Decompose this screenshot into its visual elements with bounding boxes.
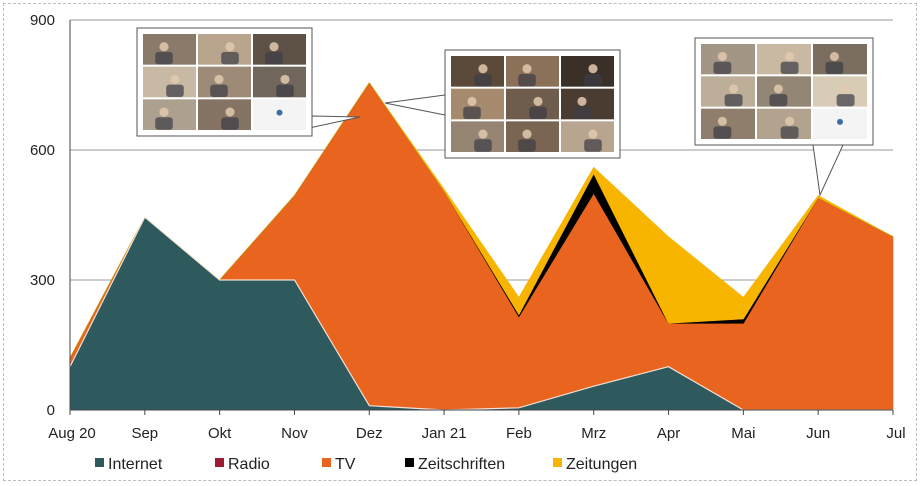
person-body-icon — [769, 94, 788, 107]
legend-item-radio: Radio — [215, 456, 270, 473]
legend-label: TV — [335, 456, 356, 473]
person-body-icon — [276, 84, 294, 98]
callout-pointer — [812, 144, 844, 197]
x-tick-label: Jan 21 — [422, 425, 467, 442]
person-icon — [225, 107, 235, 117]
person-body-icon — [584, 73, 602, 87]
person-body-icon — [780, 61, 799, 75]
person-body-icon — [825, 61, 844, 75]
person-body-icon — [221, 117, 239, 130]
person-icon — [478, 129, 488, 139]
person-body-icon — [155, 117, 173, 130]
person-icon — [829, 52, 839, 62]
person-body-icon — [210, 84, 228, 98]
logo-icon — [276, 109, 283, 116]
person-body-icon — [713, 61, 732, 75]
legend-label: Radio — [228, 456, 270, 473]
x-tick-label: Mrz — [581, 425, 606, 442]
person-icon — [214, 74, 224, 84]
x-tick-label: Okt — [208, 425, 232, 442]
logo-icon — [837, 118, 843, 125]
person-icon — [159, 42, 169, 52]
person-icon — [577, 96, 587, 106]
person-icon — [729, 84, 739, 94]
person-body-icon — [474, 73, 492, 87]
legend-swatch — [322, 458, 331, 467]
y-tick-label: 900 — [30, 12, 55, 29]
person-icon — [773, 84, 783, 94]
person-body-icon — [780, 126, 799, 139]
person-body-icon — [474, 139, 492, 152]
legend-item-tv: TV — [322, 456, 356, 473]
legend-item-zeitungen: Zeitungen — [553, 456, 637, 473]
person-body-icon — [518, 139, 536, 152]
person-icon — [522, 129, 532, 139]
person-body-icon — [166, 84, 184, 98]
photo-collage-middle — [384, 49, 621, 159]
callout-images — [136, 27, 874, 197]
legend-label: Zeitschriften — [418, 456, 505, 473]
photo-collage-left — [136, 27, 361, 137]
x-tick-label: Dez — [356, 425, 383, 442]
x-tick-label: Apr — [657, 425, 680, 442]
legend-swatch — [405, 458, 414, 467]
person-icon — [785, 116, 795, 126]
x-tick-label: Feb — [506, 425, 532, 442]
x-tick-label: Sep — [131, 425, 158, 442]
person-body-icon — [265, 51, 283, 65]
person-body-icon — [724, 94, 743, 107]
legend-swatch — [215, 458, 224, 467]
photo-collage-right — [694, 37, 874, 197]
person-icon — [588, 129, 598, 139]
person-icon — [269, 42, 279, 52]
person-body-icon — [529, 106, 547, 120]
x-tick-label: Jun — [806, 425, 830, 442]
person-icon — [280, 74, 290, 84]
person-icon — [225, 42, 235, 52]
axes: 0 300 600 900 Aug 20 Sep Okt Nov Dez Jan 21 Feb Mrz… — [30, 12, 906, 442]
person-icon — [478, 64, 488, 74]
y-tick-label: 0 — [47, 402, 55, 419]
legend-swatch — [553, 458, 562, 467]
person-icon — [588, 64, 598, 74]
person-icon — [841, 84, 851, 94]
legend-label: Internet — [108, 456, 163, 473]
person-body-icon — [221, 51, 239, 65]
y-tick-label: 600 — [30, 142, 55, 159]
person-icon — [159, 107, 169, 117]
legend-item-zeitschriften: Zeitschriften — [405, 456, 505, 473]
person-icon — [717, 116, 727, 126]
person-body-icon — [155, 51, 173, 65]
legend-label: Zeitungen — [566, 456, 637, 473]
person-icon — [717, 52, 727, 62]
legend-item-internet: Internet — [95, 456, 163, 473]
person-body-icon — [713, 126, 732, 139]
x-tick-label: Nov — [281, 425, 308, 442]
callout-pointer — [384, 94, 446, 116]
person-icon — [533, 96, 543, 106]
legend: Internet Radio TV Zeitschriften Zeitungen — [95, 456, 637, 473]
chart-frame — [3, 3, 917, 481]
x-tick-label: Aug 20 — [48, 425, 96, 442]
x-tick-label: Jul — [886, 425, 905, 442]
y-tick-label: 300 — [30, 272, 55, 289]
person-body-icon — [463, 106, 481, 120]
person-icon — [170, 74, 180, 84]
x-tick-label: Mai — [731, 425, 755, 442]
person-body-icon — [518, 73, 536, 87]
person-body-icon — [573, 106, 591, 120]
person-icon — [522, 64, 532, 74]
person-body-icon — [836, 94, 855, 107]
person-icon — [785, 52, 795, 62]
person-body-icon — [584, 139, 602, 152]
person-icon — [467, 96, 477, 106]
legend-swatch — [95, 458, 104, 467]
